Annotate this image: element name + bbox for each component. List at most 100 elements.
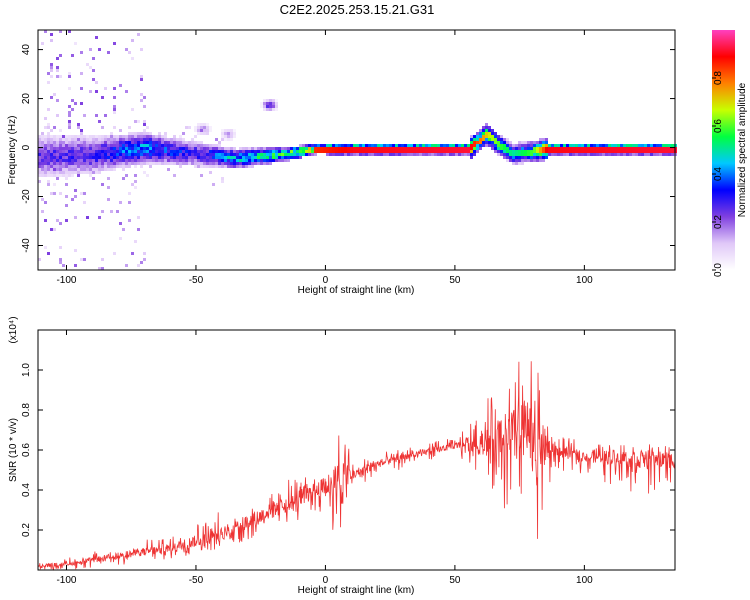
spectrogram-cell — [230, 156, 233, 159]
spectrogram-cell — [89, 150, 92, 153]
spectrogram-cell — [425, 153, 428, 156]
spectrogram-cell — [506, 144, 509, 147]
spectrogram-cell — [194, 159, 197, 162]
spectrogram-cell — [500, 147, 503, 150]
spectrogram-cell — [62, 153, 65, 156]
spectrogram-cell — [485, 132, 488, 135]
spectrogram-cell — [104, 87, 107, 90]
spectrogram-cell — [182, 144, 185, 147]
spectrogram-cell — [521, 156, 524, 159]
spectrogram-cell — [368, 147, 371, 150]
spectrogram-cell — [158, 156, 161, 159]
spectrogram-cell — [329, 144, 332, 147]
spectrogram-cell — [56, 144, 59, 147]
spectrogram-cell — [53, 228, 56, 231]
spectrogram-cell — [131, 132, 134, 135]
spectrogram-cell — [251, 153, 254, 156]
spectrogram-cell — [56, 66, 59, 69]
spectrogram-cell — [164, 147, 167, 150]
spectrogram-cell — [416, 144, 419, 147]
spectrogram-cell — [299, 156, 302, 159]
spectrogram-cell — [77, 141, 80, 144]
spectrogram-cell — [302, 153, 305, 156]
spectrogram-cell — [191, 144, 194, 147]
spectrogram-cell — [503, 153, 506, 156]
spectrogram-cell — [38, 150, 41, 153]
spectrogram-cell — [68, 147, 71, 150]
spectrogram-cell — [269, 105, 272, 108]
spectrogram-cell — [236, 165, 239, 168]
spectrogram-cell — [188, 156, 191, 159]
spectrogram-cell — [62, 150, 65, 153]
spectrogram-cell — [191, 159, 194, 162]
spectrogram-cell — [530, 150, 533, 153]
spectrogram-cell — [182, 132, 185, 135]
spectrogram-cell — [281, 150, 284, 153]
spectrogram-cell — [461, 147, 464, 150]
spectrogram-cell — [122, 156, 125, 159]
spectrogram-cell — [167, 141, 170, 144]
spectrogram-cell — [167, 138, 170, 141]
spectrogram-cell — [638, 153, 641, 156]
spectrogram-cell — [371, 147, 374, 150]
spectrogram-cell — [482, 132, 485, 135]
spectrogram-cell — [206, 156, 209, 159]
spectrogram-cell — [596, 144, 599, 147]
spectrogram-cell — [437, 150, 440, 153]
spectrogram-cell — [176, 141, 179, 144]
spectrogram-cell — [614, 153, 617, 156]
spectrogram-cell — [134, 150, 137, 153]
spectrogram-cell — [122, 228, 125, 231]
spectrogram-cell — [242, 165, 245, 168]
spectrogram-cell — [509, 141, 512, 144]
spectrogram-cell — [71, 162, 74, 165]
spectrogram-cell — [56, 177, 59, 180]
spectrogram-cell — [59, 222, 62, 225]
spectrogram-cell — [152, 150, 155, 153]
spectrogram-cell — [470, 147, 473, 150]
spectrogram-cell — [98, 171, 101, 174]
spectrogram-cell — [308, 150, 311, 153]
spectrogram-cell — [125, 90, 128, 93]
spectrogram-cell — [149, 132, 152, 135]
spectrogram-cell — [341, 144, 344, 147]
spectrogram-cell — [56, 114, 59, 117]
spectrogram-cell — [308, 147, 311, 150]
spectrogram-cell — [170, 159, 173, 162]
spectrogram-cell — [152, 156, 155, 159]
spectrogram-cell — [77, 165, 80, 168]
spectrogram-cell — [158, 159, 161, 162]
spectrogram-cell — [83, 192, 86, 195]
spectrogram-cell — [524, 144, 527, 147]
spectrogram-cell — [488, 129, 491, 132]
spectrogram-cell — [608, 144, 611, 147]
spectrogram-cell — [149, 150, 152, 153]
spectrogram-cell — [77, 126, 80, 129]
spectrogram-cell — [164, 144, 167, 147]
spectrogram-cell — [266, 156, 269, 159]
spectrogram-cell — [557, 153, 560, 156]
spectrogram-cell — [65, 219, 68, 222]
spectrogram-cell — [53, 159, 56, 162]
spectrogram-cell — [188, 144, 191, 147]
spectrogram-cell — [239, 147, 242, 150]
spectrogram-cell — [515, 147, 518, 150]
spectrogram-cell — [266, 147, 269, 150]
spectrogram-cell — [86, 63, 89, 66]
spectrogram-cell — [266, 150, 269, 153]
spectrogram-cell — [467, 147, 470, 150]
spectrogram-cell — [296, 147, 299, 150]
spectrogram-cell — [254, 153, 257, 156]
spectrogram-cell — [104, 141, 107, 144]
spectrogram-cell — [140, 78, 143, 81]
spectrogram-cell — [59, 159, 62, 162]
spectrogram-cell — [413, 150, 416, 153]
spectrogram-cell — [284, 147, 287, 150]
spectrogram-cell — [497, 147, 500, 150]
spectrogram-cell — [662, 153, 665, 156]
spectrogram-cell — [71, 168, 74, 171]
spectrogram-cell — [539, 150, 542, 153]
spectrogram-cell — [236, 156, 239, 159]
spectrogram-cell — [242, 156, 245, 159]
spectrogram-cell — [68, 75, 71, 78]
